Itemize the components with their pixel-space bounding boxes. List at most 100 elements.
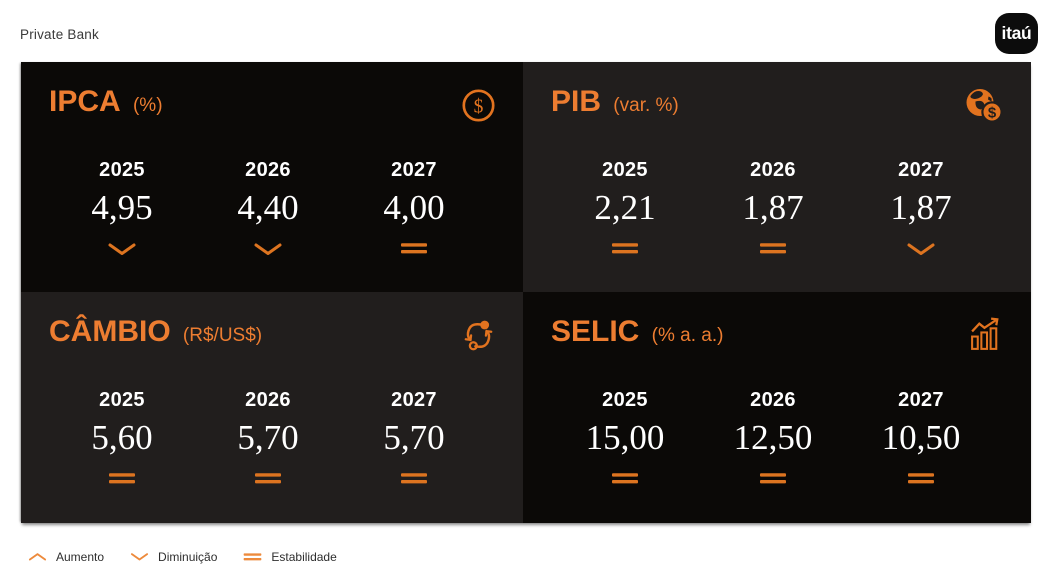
equals-icon: [109, 473, 135, 484]
equals-icon: [401, 473, 427, 484]
legend-label: Aumento: [56, 550, 105, 564]
forecast-column: 2025 15,00: [551, 388, 699, 488]
forecast-column: 2025 4,95: [49, 158, 195, 258]
trend-indicator: [195, 472, 341, 488]
forecast-value: 4,00: [383, 188, 445, 227]
year-label: 2026: [245, 389, 291, 411]
trend-indicator: [195, 242, 341, 258]
card-header: PIB (var. %) $: [551, 86, 1005, 130]
card-header: SELIC (% a. a.): [551, 316, 1005, 360]
legend-item: Aumento: [28, 550, 104, 564]
equals-icon: [760, 473, 786, 484]
indicator-unit: (R$/US$): [177, 325, 263, 346]
forecast-column: 2026 1,87: [699, 158, 847, 258]
legend-item: Estabilidade: [243, 550, 337, 564]
indicator-unit: (var. %): [608, 95, 679, 116]
legend-label: Estabilidade: [271, 550, 337, 564]
indicator-name: SELIC: [551, 315, 640, 348]
trend-indicator: [699, 472, 847, 488]
trend-indicator: [49, 472, 195, 488]
forecast-column: 2026 5,70: [195, 388, 341, 488]
trend-indicator: [551, 242, 699, 258]
exchange-arrows-icon: [464, 320, 493, 351]
trend-indicator: [341, 242, 487, 258]
forecast-column: 2025 5,60: [49, 388, 195, 488]
trend-indicator: [49, 242, 195, 258]
year-label: 2025: [99, 389, 145, 411]
indicator-card-ipca: IPCA (%) $ 2025 4,95 2026 4,40 2027 4,00: [21, 62, 523, 292]
forecast-column: 2026 12,50: [699, 388, 847, 488]
chevron-down-icon: [254, 243, 282, 255]
forecast-column: 2026 4,40: [195, 158, 341, 258]
forecast-value: 2,21: [594, 188, 656, 227]
year-label: 2026: [245, 159, 291, 181]
chevron-down-icon: [907, 243, 935, 255]
bar-chart-up-icon: [971, 317, 999, 350]
forecast-column: 2027 10,50: [847, 388, 995, 488]
forecast-column: 2025 2,21: [551, 158, 699, 258]
forecast-column: 2027 5,70: [341, 388, 487, 488]
indicator-name: IPCA: [49, 85, 121, 118]
indicator-name: CÂMBIO: [49, 315, 171, 348]
forecast-value: 5,70: [383, 418, 445, 457]
forecast-value: 1,87: [742, 188, 804, 227]
indicator-unit: (% a. a.): [646, 325, 724, 346]
forecast-column: 2027 1,87: [847, 158, 995, 258]
year-label: 2025: [602, 389, 648, 411]
forecast-value: 1,87: [890, 188, 952, 227]
svg-text:$: $: [474, 97, 484, 118]
legend: Aumento Diminuição Estabilidade: [28, 550, 337, 564]
equals-icon: [244, 553, 262, 561]
equals-icon: [908, 473, 934, 484]
legend-item: Diminuição: [130, 550, 217, 564]
forecast-value: 4,40: [237, 188, 299, 227]
globe-dollar-icon: $: [966, 89, 1003, 123]
chevron-down-icon: [108, 243, 136, 255]
card-header: IPCA (%) $: [49, 86, 497, 130]
indicator-unit: (%): [127, 95, 163, 116]
trend-indicator: [847, 242, 995, 258]
itau-logo-text: itaú: [1001, 23, 1032, 43]
indicator-name: PIB: [551, 85, 602, 118]
indicator-card-cambio: CÂMBIO (R$/US$) 2025 5,60 2026 5,70 2027 5,…: [21, 292, 523, 523]
forecast-columns: 2025 2,21 2026 1,87 2027 1,87: [551, 158, 1005, 258]
equals-icon: [612, 243, 638, 254]
indicator-card-selic: SELIC (% a. a.) 2025 15,00 2026 12,50 2027…: [523, 292, 1031, 523]
card-title: CÂMBIO (R$/US$): [49, 316, 262, 348]
forecast-value: 15,00: [585, 418, 665, 457]
card-title: PIB (var. %): [551, 86, 679, 118]
equals-icon: [760, 243, 786, 254]
year-label: 2026: [750, 159, 796, 181]
year-label: 2027: [898, 159, 944, 181]
indicator-grid: IPCA (%) $ 2025 4,95 2026 4,40 2027 4,00 PI…: [21, 62, 1031, 523]
year-label: 2027: [391, 159, 437, 181]
equals-icon: [612, 473, 638, 484]
forecast-value: 12,50: [733, 418, 813, 457]
forecast-value: 5,60: [91, 418, 153, 457]
forecast-value: 4,95: [91, 188, 153, 227]
card-title: IPCA (%): [49, 86, 163, 118]
svg-text:$: $: [988, 105, 997, 122]
trend-indicator: [341, 472, 487, 488]
brand-label: Private Bank: [20, 27, 99, 42]
forecast-columns: 2025 5,60 2026 5,70 2027 5,70: [49, 388, 497, 488]
equals-icon: [401, 243, 427, 254]
forecast-columns: 2025 4,95 2026 4,40 2027 4,00: [49, 158, 497, 258]
chevron-down-icon: [130, 553, 149, 561]
card-icon: $: [460, 87, 497, 129]
year-label: 2027: [898, 389, 944, 411]
itau-logo: itaú: [995, 13, 1038, 54]
coin-dollar-icon: $: [462, 89, 495, 122]
trend-indicator: [699, 242, 847, 258]
year-label: 2027: [391, 389, 437, 411]
year-label: 2025: [602, 159, 648, 181]
equals-icon: [255, 473, 281, 484]
card-title: SELIC (% a. a.): [551, 316, 723, 348]
trend-indicator: [847, 472, 995, 488]
indicator-card-pib: PIB (var. %) $ 2025 2,21 2026 1,87 2027 1,8…: [523, 62, 1031, 292]
chevron-up-icon: [28, 553, 47, 561]
forecast-column: 2027 4,00: [341, 158, 487, 258]
trend-indicator: [551, 472, 699, 488]
card-icon: [968, 317, 1005, 357]
legend-label: Diminuição: [158, 550, 218, 564]
